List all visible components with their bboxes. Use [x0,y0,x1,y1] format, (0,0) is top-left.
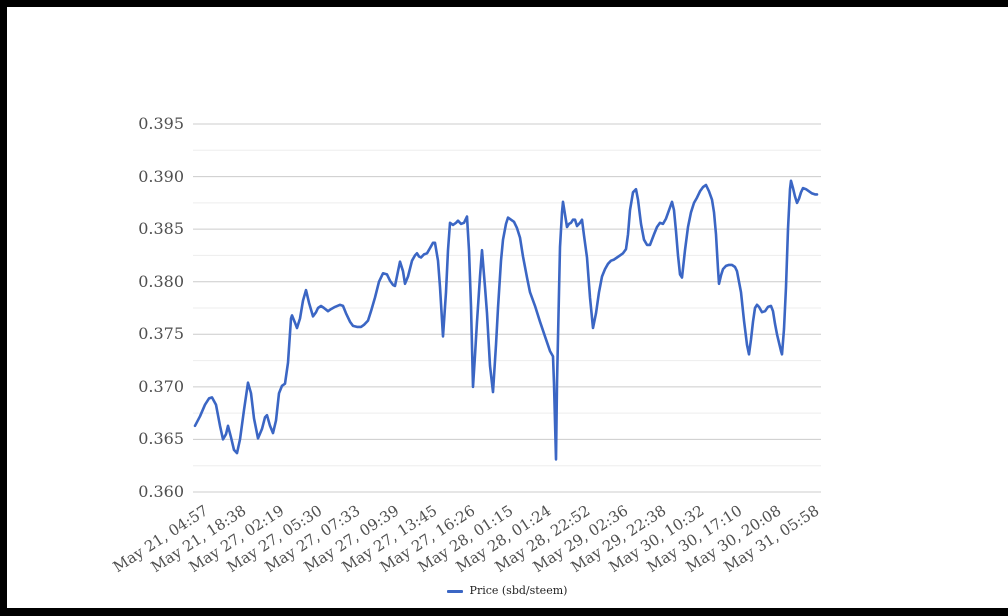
legend-series-label: Price (sbd/steem) [469,584,568,597]
y-tick-label: 0.360 [138,482,184,501]
y-tick-label: 0.385 [138,219,184,239]
y-tick-label: 0.365 [138,429,184,449]
price-series-line [193,179,819,461]
y-tick-label: 0.380 [138,271,184,291]
y-tick-label: 0.395 [138,114,184,133]
legend-line-marker [446,589,463,593]
y-tick-label: 0.375 [138,324,184,344]
y-tick-label: 0.390 [138,166,184,186]
y-tick-label: 0.370 [138,376,184,396]
legend: Price (sbd/steem) [193,583,821,599]
